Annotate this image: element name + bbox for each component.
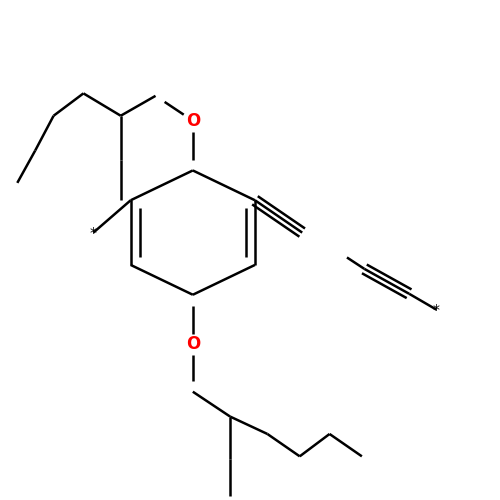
Text: O: O (186, 336, 200, 353)
Text: *: * (433, 302, 440, 316)
Text: *: * (90, 226, 97, 239)
Text: O: O (186, 112, 200, 130)
